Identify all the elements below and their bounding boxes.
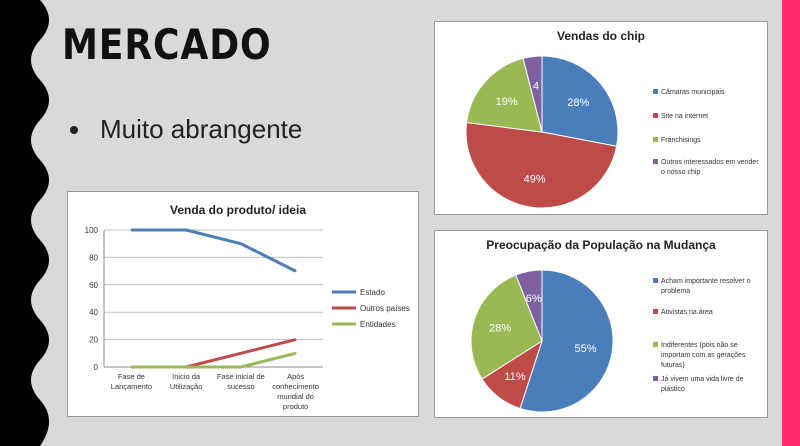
legend-swatch bbox=[653, 342, 658, 347]
legend-swatch bbox=[653, 309, 658, 314]
slice-label: 28% bbox=[489, 322, 511, 334]
x-tick-label: produto bbox=[283, 402, 308, 411]
x-tick-label: mundial do bbox=[277, 392, 314, 401]
line-chart: Venda do produto/ ideia 0 20 40 60 80 100 Fase … bbox=[85, 203, 410, 411]
y-tick-label: 40 bbox=[89, 308, 98, 317]
legend-label: Franchisings bbox=[661, 137, 701, 144]
legend-swatch bbox=[653, 278, 658, 283]
x-tick-label: Após bbox=[287, 372, 304, 381]
x-tick-label: Fase de bbox=[118, 372, 145, 381]
y-tick-label: 60 bbox=[89, 281, 98, 290]
bullet-dot bbox=[70, 125, 78, 134]
series-line-outros-países bbox=[131, 338, 296, 369]
y-tick-label: 100 bbox=[85, 226, 99, 235]
pie-chart-preocupacao: Preocupação da População na Mudança 55% 11… bbox=[470, 238, 751, 413]
data-point bbox=[294, 352, 297, 355]
slice-label: 28% bbox=[567, 97, 589, 109]
y-tick-label: 20 bbox=[89, 336, 98, 345]
data-point bbox=[185, 366, 188, 368]
legend-label: Outros países bbox=[360, 304, 410, 313]
legend-label: Acham importante resolver o bbox=[661, 278, 751, 285]
slice-label: 6% bbox=[526, 293, 542, 305]
series-line-entidades bbox=[131, 351, 296, 369]
wavy-band-shape bbox=[0, 0, 49, 446]
legend-swatch bbox=[653, 137, 658, 142]
pie-slice bbox=[522, 55, 543, 133]
legend-swatch bbox=[653, 89, 658, 94]
data-point bbox=[130, 229, 133, 231]
slice-label: 11% bbox=[504, 371, 525, 383]
data-point bbox=[294, 270, 297, 273]
x-tick-label: conhecimento bbox=[272, 382, 319, 391]
slice-label: 4 bbox=[533, 80, 539, 92]
bullet-text: Muito abrangente bbox=[100, 114, 303, 144]
slice-label: 49% bbox=[524, 174, 546, 186]
y-tick-label: 80 bbox=[89, 253, 98, 262]
legend-label: Já vivem uma vida livre de bbox=[661, 376, 744, 383]
legend-label: Entidades bbox=[360, 320, 396, 329]
pie-chart-panel-preocupacao: Preocupação da População na Mudança 55% 11… bbox=[434, 230, 768, 418]
pie-slice bbox=[470, 274, 543, 380]
legend-label: Câmaras municipais bbox=[661, 89, 725, 96]
pie-slice bbox=[515, 269, 543, 342]
right-accent-band bbox=[782, 0, 800, 446]
slice-label: 19% bbox=[496, 96, 518, 108]
pie-chart-panel-vendas: Vendas do chip 28% 49% 19% 4 Câmaras municipa… bbox=[434, 21, 768, 215]
legend-label: futuras) bbox=[661, 362, 685, 369]
legend-label: problema bbox=[661, 288, 690, 295]
legend-label: o nosso chip bbox=[661, 169, 700, 176]
data-point bbox=[130, 366, 133, 368]
legend-swatch bbox=[653, 159, 658, 164]
wavy-black-band bbox=[0, 0, 49, 446]
pie-slice bbox=[466, 57, 543, 133]
bullet-item: Muito abrangente bbox=[70, 114, 302, 145]
legend-label: Outros interessados em vender bbox=[661, 159, 759, 166]
pie-slice bbox=[465, 121, 618, 209]
chart-title: Venda do produto/ ideia bbox=[170, 203, 306, 217]
legend-label: Site na internet bbox=[661, 113, 708, 120]
data-point bbox=[239, 242, 242, 245]
x-tick-label: Inicio da bbox=[172, 372, 201, 381]
pie-slice bbox=[541, 55, 619, 147]
legend-label: Estado bbox=[360, 288, 385, 297]
legend-swatch bbox=[653, 113, 658, 118]
chart-title: Vendas do chip bbox=[557, 29, 645, 43]
legend-label: importam com as gerações bbox=[661, 352, 746, 359]
legend-swatch bbox=[653, 376, 658, 381]
series-line-estado bbox=[131, 228, 297, 273]
x-tick-label: Fase inicial de bbox=[217, 372, 265, 381]
x-tick-label: Lançamento bbox=[111, 382, 152, 391]
slide-title: MERCADO bbox=[62, 20, 272, 69]
data-point bbox=[294, 338, 297, 341]
line-chart-panel: Venda do produto/ ideia 0 20 40 60 80 100 Fase … bbox=[67, 191, 419, 417]
data-point bbox=[185, 229, 188, 231]
x-tick-label: Utilização bbox=[170, 382, 203, 391]
chart-title: Preocupação da População na Mudança bbox=[486, 238, 716, 252]
data-point bbox=[239, 352, 242, 355]
data-point bbox=[239, 366, 242, 368]
pie-slice bbox=[519, 269, 614, 413]
pie-chart-vendas: Vendas do chip 28% 49% 19% 4 Câmaras municipa… bbox=[465, 29, 759, 209]
legend-label: Indiferentes (pois não se bbox=[661, 342, 738, 349]
legend-label: Ativistas na área bbox=[661, 309, 713, 316]
y-tick-label: 0 bbox=[94, 363, 99, 372]
legend-label: plástico bbox=[661, 386, 685, 393]
slice-label: 55% bbox=[574, 343, 596, 355]
x-tick-label: sucesso bbox=[227, 382, 255, 391]
